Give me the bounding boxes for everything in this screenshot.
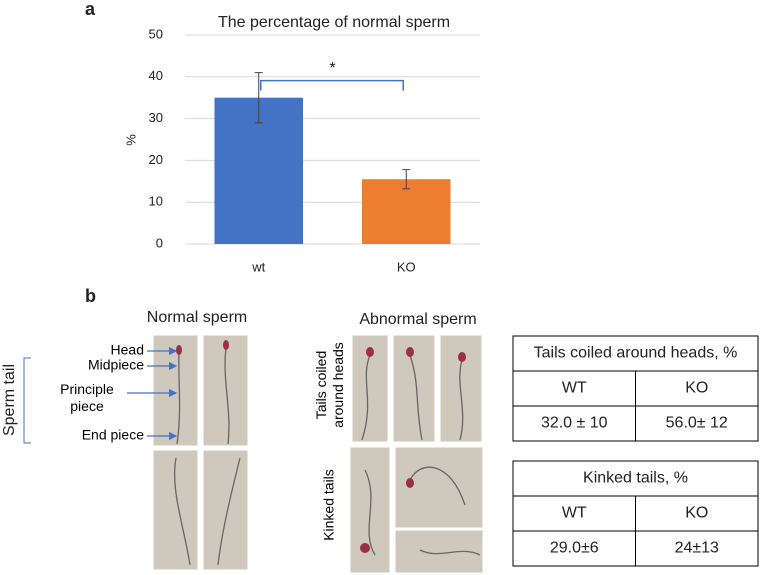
significance-label: * bbox=[329, 60, 335, 77]
part-label: Head bbox=[111, 342, 144, 358]
table-title: Kinked tails, % bbox=[583, 470, 688, 487]
section-title: Abnormal sperm bbox=[359, 311, 476, 328]
part-label: End piece bbox=[82, 427, 144, 443]
table-cell: 56.0± 12 bbox=[666, 415, 728, 432]
section-title: Normal sperm bbox=[147, 309, 247, 326]
bar bbox=[362, 179, 451, 244]
row-label: Kinked tails bbox=[321, 469, 337, 541]
table-header: KO bbox=[685, 380, 708, 397]
y-tick-label: 10 bbox=[149, 194, 163, 209]
y-tick-label: 0 bbox=[156, 235, 163, 250]
x-tick-label: wt bbox=[251, 259, 265, 274]
table-header: WT bbox=[562, 380, 587, 397]
panel-label: b bbox=[85, 286, 96, 306]
y-tick-label: 30 bbox=[149, 110, 163, 125]
y-tick-label: 20 bbox=[149, 152, 163, 167]
table-title: Tails coiled around heads, % bbox=[534, 345, 738, 362]
micrographs bbox=[152, 334, 484, 574]
y-axis-label: % bbox=[123, 134, 138, 146]
table-cell: 29.0±6 bbox=[550, 540, 599, 557]
panel-label: a bbox=[85, 0, 96, 19]
significance-bracket bbox=[260, 79, 404, 91]
y-tick-label: 40 bbox=[149, 68, 163, 83]
y-tick-label: 50 bbox=[149, 26, 163, 41]
part-label: Principle piece bbox=[60, 381, 114, 414]
plot: 0 10 20 30 40 50 wt KO * bbox=[149, 26, 480, 274]
table-header: WT bbox=[562, 505, 587, 522]
part-label: Midpiece bbox=[88, 357, 144, 373]
tables: Tails coiled around heads, % WT KO 32.0 ± 1… bbox=[512, 335, 759, 567]
part-labels: Head Midpiece Principle piece End piece S… bbox=[1, 342, 345, 541]
chart-title: The percentage of normal sperm bbox=[218, 14, 450, 31]
table-cell: 24±13 bbox=[675, 540, 719, 557]
x-tick-label: KO bbox=[397, 259, 416, 274]
table-cell: 32.0 ± 10 bbox=[541, 415, 608, 432]
tail-label: Sperm tail bbox=[1, 364, 18, 436]
row-label: Tails coiledaround heads bbox=[313, 342, 346, 428]
table-header: KO bbox=[685, 505, 708, 522]
